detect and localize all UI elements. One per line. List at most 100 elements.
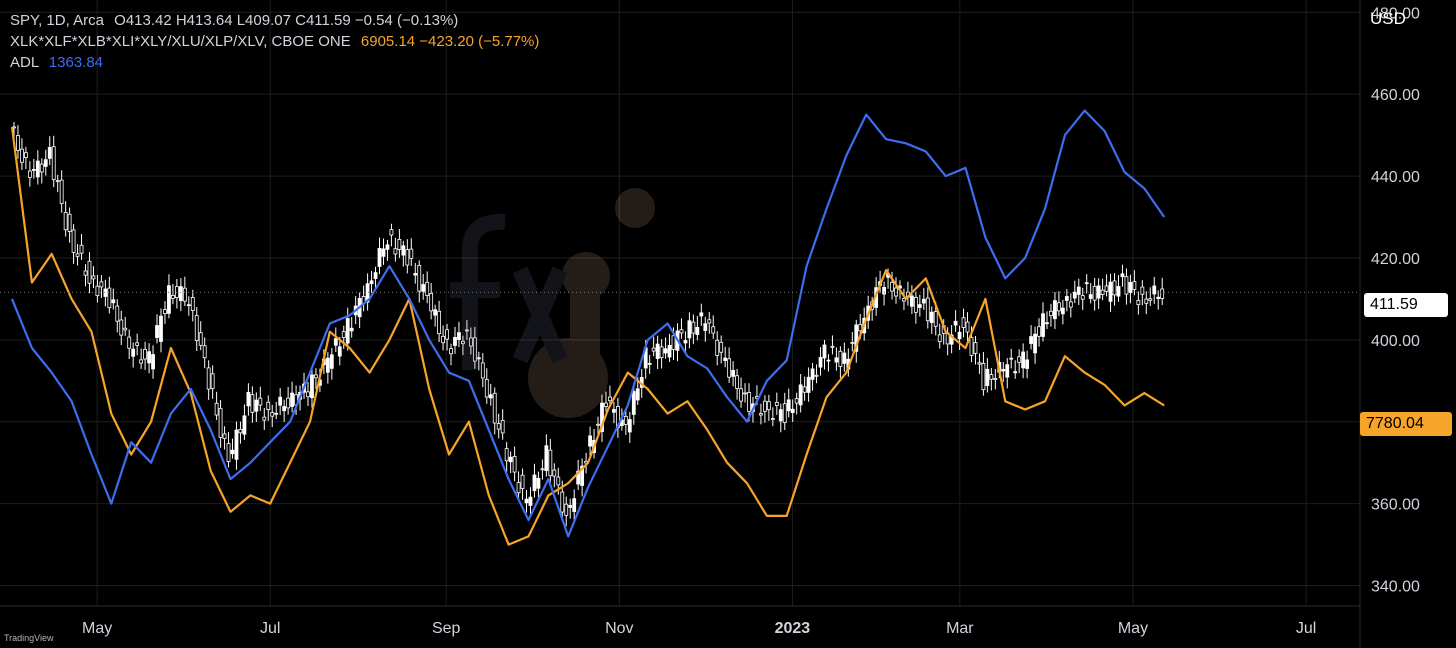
- candle-body: [921, 298, 926, 304]
- candle-body: [242, 415, 247, 435]
- candle-body: [1049, 310, 1053, 317]
- candle-body: [699, 312, 704, 317]
- legend-spy-label: SPY, 1D, Arca: [10, 12, 104, 29]
- candle-body: [663, 348, 668, 354]
- x-tick-label: Sep: [432, 620, 461, 637]
- candle-body: [1124, 276, 1129, 295]
- candle-body: [1156, 296, 1161, 299]
- candle-body: [385, 244, 390, 250]
- candle-body: [564, 503, 569, 516]
- candle-body: [850, 341, 855, 344]
- candle-body: [1160, 288, 1165, 299]
- candle-body: [1013, 371, 1018, 374]
- candle-body: [250, 394, 255, 413]
- y-tick-label: 340.00: [1371, 579, 1420, 596]
- candle-body: [365, 283, 370, 303]
- candle-body: [286, 397, 291, 409]
- candle-body: [27, 170, 32, 178]
- candle-body: [508, 456, 513, 463]
- candle-body: [139, 359, 144, 364]
- candle-body: [719, 341, 724, 353]
- candle-body: [262, 416, 267, 421]
- legend-row-spy[interactable]: SPY, 1D, Arca O413.42 H413.64 L409.07 C4…: [10, 10, 539, 31]
- candle-body: [147, 351, 151, 364]
- candle-body: [1140, 286, 1145, 295]
- candle-body: [790, 408, 795, 414]
- candle-body: [214, 402, 219, 416]
- candle-body: [190, 296, 195, 311]
- candle-body: [929, 311, 934, 323]
- candle-body: [580, 465, 585, 486]
- candle-body: [1116, 286, 1121, 297]
- candle-body: [393, 248, 398, 255]
- tradingview-brand[interactable]: TradingView: [4, 633, 54, 643]
- candle-body: [405, 249, 410, 266]
- candle-body: [981, 363, 986, 391]
- candle-body: [218, 408, 223, 438]
- candle-body: [333, 338, 338, 346]
- candle-body: [496, 423, 501, 430]
- candle-body: [425, 281, 430, 296]
- candle-body: [957, 331, 962, 340]
- candle-body: [492, 392, 497, 424]
- candle-body: [194, 315, 199, 342]
- candle-body: [206, 367, 211, 390]
- candle-body: [461, 341, 465, 345]
- candle-body: [20, 148, 24, 163]
- candle-body: [933, 311, 938, 327]
- candle-body: [377, 248, 382, 267]
- candle-body: [127, 336, 132, 349]
- candle-body: [917, 304, 922, 308]
- candle-body: [202, 345, 207, 359]
- candle-body: [1045, 322, 1049, 325]
- candle-body: [1152, 285, 1157, 295]
- candle-body: [484, 379, 489, 398]
- candle-body: [35, 160, 40, 178]
- candle-body: [397, 239, 402, 250]
- candle-body: [1056, 302, 1061, 312]
- candle-body: [1076, 286, 1081, 295]
- candle-body: [1053, 300, 1057, 320]
- candle-body: [47, 147, 52, 159]
- candle-body: [480, 362, 485, 379]
- candle-body: [806, 376, 811, 393]
- candle-body: [16, 135, 20, 151]
- candle-body: [854, 324, 859, 352]
- candle-body: [623, 415, 628, 425]
- legend-row-sector[interactable]: XLK*XLF*XLB*XLI*XLY/XLU/XLP/XLV, CBOE ON…: [10, 31, 539, 52]
- candle-body: [198, 332, 203, 346]
- candle-body: [159, 315, 163, 342]
- x-tick-label: Jul: [260, 620, 280, 637]
- candle-body: [457, 332, 461, 340]
- candle-body: [1136, 300, 1141, 305]
- currency-label[interactable]: USD: [1370, 9, 1406, 28]
- candle-body: [401, 245, 406, 256]
- candle-body: [131, 348, 136, 357]
- candle-body: [226, 443, 231, 463]
- candle-body: [1009, 357, 1014, 360]
- candle-body: [739, 388, 743, 402]
- candle-body: [178, 286, 183, 302]
- candle-body: [91, 275, 96, 280]
- candle-body: [63, 211, 68, 231]
- candle-body: [1108, 281, 1113, 302]
- legend-spy-values: O413.42 H413.64 L409.07 C411.59 −0.54 (−…: [114, 12, 459, 29]
- candle-body: [111, 299, 116, 304]
- candle-body: [1041, 313, 1045, 337]
- candle-body: [512, 456, 517, 473]
- candle-body: [667, 344, 672, 358]
- candle-body: [488, 394, 493, 399]
- candle-body: [759, 413, 763, 416]
- legend-row-adl[interactable]: ADL 1363.84: [10, 52, 539, 73]
- candle-body: [691, 321, 696, 334]
- candle-body: [1096, 285, 1101, 299]
- x-tick-label: 2023: [775, 620, 811, 637]
- time-axis[interactable]: May Jul Sep Nov 2023 Mar May Jul: [82, 620, 1316, 637]
- candle-body: [715, 339, 720, 356]
- x-tick-label: Mar: [946, 620, 974, 637]
- candle-body: [1104, 285, 1109, 292]
- candle-body: [568, 505, 573, 508]
- candle-body: [743, 392, 747, 395]
